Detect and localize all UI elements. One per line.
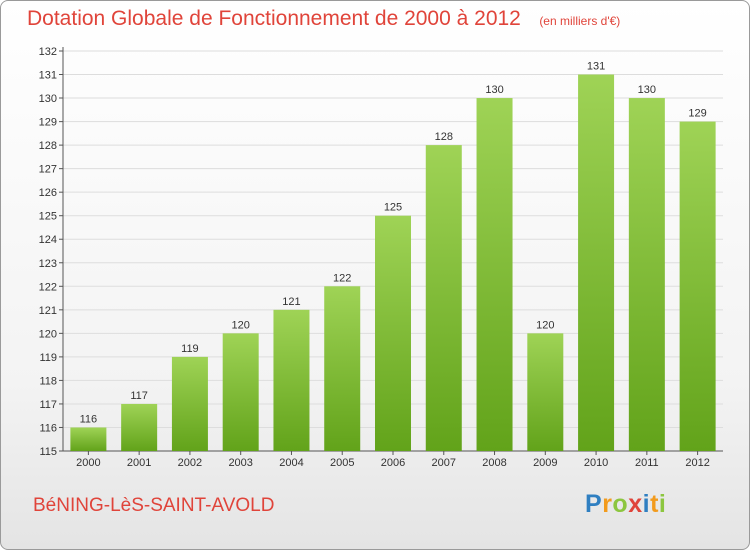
y-tick-label: 122	[39, 281, 57, 293]
x-tick-label: 2002	[178, 457, 202, 469]
y-tick-label: 127	[39, 164, 57, 176]
x-tick-label: 2010	[584, 457, 608, 469]
x-tick-label: 2005	[330, 457, 354, 469]
y-tick-label: 120	[39, 328, 57, 340]
y-tick-label: 124	[39, 234, 57, 246]
data-label: 122	[333, 272, 351, 284]
y-tick-label: 123	[39, 258, 57, 270]
x-tick-label: 2001	[127, 457, 151, 469]
bar	[171, 356, 208, 451]
y-tick-label: 130	[39, 93, 57, 105]
x-tick-label: 2006	[381, 457, 405, 469]
y-tick-label: 128	[39, 140, 57, 152]
x-tick-label: 2004	[279, 457, 303, 469]
chart-title: Dotation Globale de Fonctionnement de 20…	[27, 7, 521, 30]
bar	[121, 403, 158, 451]
bar	[375, 215, 411, 451]
y-tick-label: 116	[39, 422, 57, 434]
bar	[222, 333, 259, 451]
data-label: 131	[587, 61, 605, 73]
bar	[425, 145, 462, 451]
y-tick-label: 131	[39, 70, 57, 82]
bar	[578, 74, 615, 451]
x-tick-label: 2007	[432, 457, 456, 469]
chart-subtitle: (en milliers d'€)	[539, 14, 621, 28]
data-label: 130	[638, 84, 656, 96]
brand-letter: i	[642, 490, 651, 518]
y-tick-labels: 115 116 117 118 119 120 121 122 123 124 125 126 127 1…	[39, 46, 57, 458]
data-label: 120	[232, 319, 250, 331]
x-tick-label: 2008	[482, 457, 506, 469]
brand-letter: x	[628, 490, 643, 518]
x-tick-labels: 2000 2001 2002 2003 2004 2005 2006 2007 2008 2009…	[76, 457, 710, 469]
x-tick-label: 2009	[533, 457, 557, 469]
y-tick-label: 125	[39, 211, 57, 223]
data-label: 116	[80, 413, 98, 425]
x-tick-label: 2012	[685, 457, 709, 469]
brand-letter: P	[585, 490, 603, 518]
data-label: 125	[384, 202, 402, 214]
y-tick-label: 118	[39, 375, 57, 387]
y-tick-label: 126	[39, 187, 57, 199]
data-label: 117	[130, 390, 148, 402]
brand-letter: r	[602, 490, 613, 518]
y-tick-label: 129	[39, 117, 57, 129]
data-label: 128	[435, 131, 453, 143]
bar	[70, 427, 107, 451]
bar	[527, 333, 564, 451]
bar	[273, 309, 310, 451]
brand-letter: i	[658, 490, 667, 518]
y-tick-label: 121	[39, 305, 57, 317]
brand-logo: Proxiti	[585, 490, 666, 519]
y-tick-label: 119	[39, 352, 57, 364]
brand-letter: t	[650, 490, 659, 518]
y-tick-label: 115	[39, 446, 57, 458]
data-label: 120	[536, 319, 554, 331]
brand-letter: o	[612, 490, 629, 518]
data-label: 130	[485, 84, 503, 96]
bar	[324, 286, 361, 451]
bar	[476, 98, 513, 451]
y-tick-label: 117	[39, 399, 57, 411]
bars	[70, 74, 716, 452]
data-label: 121	[282, 296, 300, 308]
bar	[679, 121, 716, 452]
x-tick-label: 2003	[228, 457, 252, 469]
data-label: 119	[181, 343, 199, 355]
data-label: 129	[688, 108, 706, 120]
value-labels: 116 117 119 120 121 122 125 128 130 120 131 130 129	[80, 61, 707, 426]
bar	[628, 98, 665, 451]
y-tick-label: 132	[39, 46, 57, 58]
x-tick-label: 2000	[76, 457, 100, 469]
title-line: Dotation Globale de Fonctionnement de 20…	[27, 7, 620, 31]
x-tick-label: 2011	[635, 457, 659, 469]
commune-name: BéNING-LèS-SAINT-AVOLD	[33, 495, 275, 516]
